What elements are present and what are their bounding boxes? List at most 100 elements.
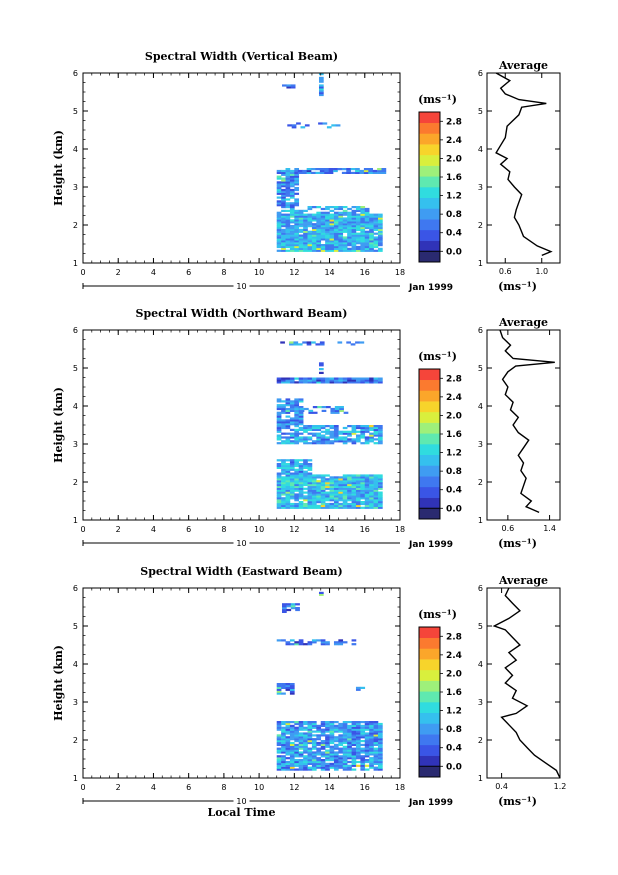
colorbar-tick-label: 2.8 bbox=[446, 117, 462, 127]
data-cell bbox=[276, 398, 282, 401]
data-cell bbox=[285, 641, 291, 644]
data-cell bbox=[298, 247, 304, 250]
data-cell bbox=[285, 432, 291, 435]
data-cell bbox=[329, 749, 335, 752]
data-cell bbox=[369, 436, 374, 439]
data-cell bbox=[311, 759, 317, 762]
data-cell bbox=[307, 491, 313, 494]
data-cell bbox=[355, 247, 361, 250]
data-cell bbox=[316, 741, 322, 745]
data-cell bbox=[276, 238, 282, 241]
data-cell bbox=[338, 757, 344, 760]
data-cell bbox=[281, 504, 286, 507]
data-cell bbox=[347, 425, 352, 428]
data-cell bbox=[294, 413, 300, 416]
data-cell bbox=[377, 740, 383, 743]
data-cell bbox=[329, 436, 335, 439]
data-cell bbox=[294, 440, 300, 443]
data-cell bbox=[329, 206, 335, 209]
data-cell bbox=[285, 472, 291, 475]
data-cell bbox=[276, 240, 282, 243]
data-cell bbox=[325, 474, 330, 477]
data-cell bbox=[281, 751, 286, 754]
data-cell bbox=[285, 476, 291, 479]
data-cell bbox=[318, 90, 324, 93]
data-cell bbox=[364, 751, 370, 754]
data-cell bbox=[325, 438, 330, 441]
data-cell bbox=[294, 726, 300, 729]
data-cell bbox=[276, 724, 282, 727]
data-cell bbox=[307, 459, 313, 462]
data-cell bbox=[338, 639, 344, 642]
data-cell bbox=[298, 223, 304, 226]
data-cell bbox=[329, 740, 335, 743]
data-cell bbox=[276, 211, 282, 214]
data-cell bbox=[311, 230, 317, 233]
data-cell bbox=[285, 426, 291, 430]
data-cell bbox=[355, 434, 361, 437]
data-cell bbox=[307, 474, 313, 477]
data-cell bbox=[355, 478, 361, 481]
data-cell bbox=[285, 751, 291, 754]
data-cell bbox=[347, 226, 352, 230]
data-cell bbox=[373, 726, 379, 729]
data-cell bbox=[355, 228, 361, 231]
data-cell bbox=[360, 724, 366, 727]
data-cell bbox=[373, 244, 379, 247]
data-cell bbox=[282, 607, 287, 610]
data-cell bbox=[291, 124, 297, 127]
data-cell bbox=[360, 480, 366, 483]
colorbar-tick-label: 2.4 bbox=[446, 651, 462, 661]
data-cell bbox=[316, 230, 322, 233]
data-cell bbox=[342, 225, 348, 228]
data-cell bbox=[372, 171, 378, 174]
data-cell bbox=[286, 608, 292, 612]
data-cell bbox=[303, 749, 308, 752]
data-cell bbox=[333, 738, 339, 741]
data-cell bbox=[333, 743, 339, 746]
data-cell bbox=[294, 743, 300, 746]
data-cell bbox=[325, 230, 330, 233]
data-cell bbox=[285, 745, 291, 748]
x-tick-label: 10 bbox=[254, 783, 264, 792]
data-cell bbox=[281, 683, 286, 686]
data-cell bbox=[285, 738, 291, 741]
data-cell bbox=[307, 476, 313, 479]
data-cell bbox=[298, 400, 304, 403]
data-cell bbox=[276, 419, 282, 422]
data-cell bbox=[338, 244, 344, 247]
data-cell bbox=[281, 759, 286, 762]
colorbar-swatch bbox=[419, 659, 440, 671]
data-cell bbox=[320, 436, 326, 439]
data-cell bbox=[333, 728, 339, 731]
data-cell bbox=[355, 499, 361, 502]
data-cell bbox=[289, 764, 295, 767]
data-cell bbox=[329, 440, 335, 443]
data-cell bbox=[320, 501, 326, 504]
data-cell bbox=[333, 641, 339, 644]
data-cell bbox=[307, 502, 313, 506]
data-cell bbox=[347, 747, 352, 750]
data-cell bbox=[329, 217, 335, 220]
data-cell bbox=[320, 221, 326, 224]
data-cell bbox=[289, 728, 295, 731]
colorbar-swatch bbox=[419, 508, 440, 520]
data-cell bbox=[364, 722, 370, 726]
data-cell bbox=[276, 215, 282, 218]
data-cell bbox=[276, 230, 282, 233]
data-cell bbox=[307, 762, 313, 765]
data-cell bbox=[369, 230, 374, 233]
data-cell bbox=[294, 768, 300, 771]
data-cell bbox=[329, 425, 335, 428]
data-cell bbox=[377, 766, 383, 769]
data-cell bbox=[289, 474, 295, 477]
data-cell bbox=[363, 171, 369, 174]
data-cell bbox=[311, 440, 317, 443]
data-cell bbox=[316, 743, 322, 746]
data-cell bbox=[298, 211, 304, 214]
data-cell bbox=[294, 738, 300, 741]
data-cell bbox=[289, 747, 295, 750]
data-cell bbox=[298, 743, 304, 746]
data-cell bbox=[311, 751, 317, 754]
data-cell bbox=[316, 506, 322, 509]
